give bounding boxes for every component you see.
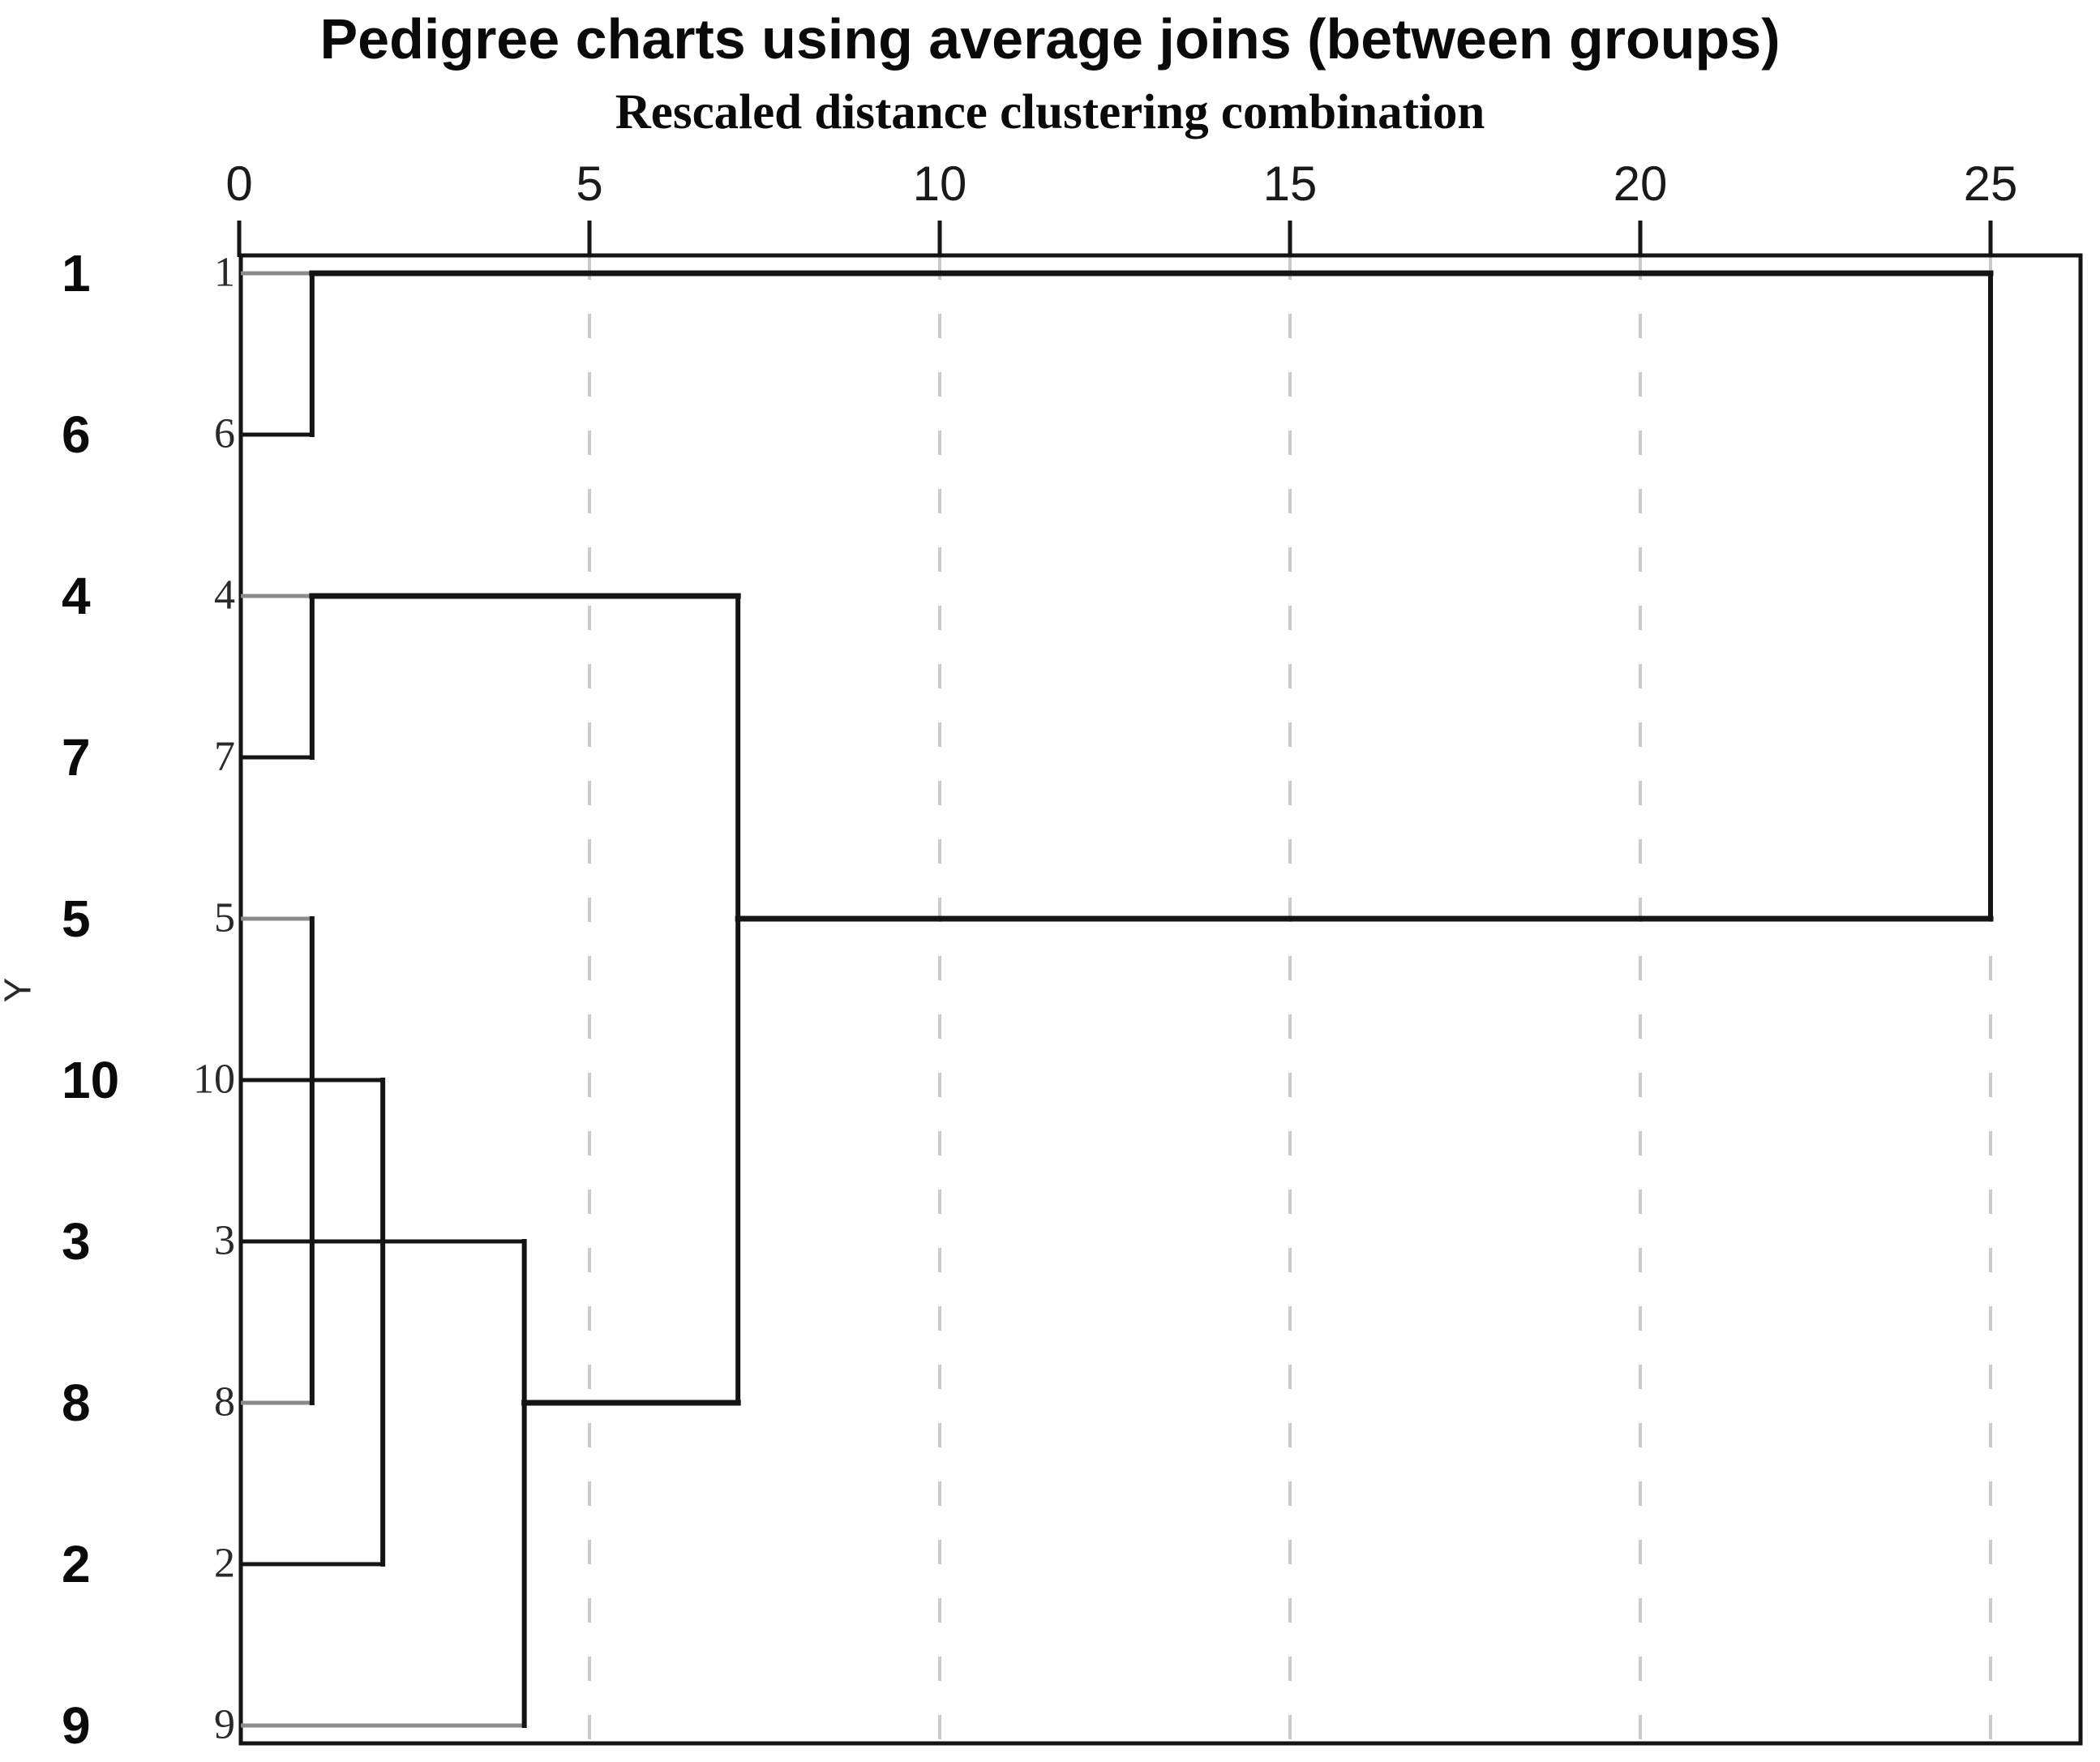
- case-label-outer: 1: [62, 244, 91, 302]
- chart-title: Pedigree charts using average joins (bet…: [319, 7, 1781, 71]
- x-axis-title: Rescaled distance clustering combination: [615, 85, 1485, 139]
- case-label-inner: 4: [214, 572, 235, 619]
- case-label-outer: 2: [62, 1535, 91, 1593]
- case-label-outer: 3: [62, 1212, 91, 1271]
- case-label-outer: 10: [62, 1051, 120, 1109]
- case-label-inner: 6: [214, 410, 235, 457]
- case-label-outer: 8: [62, 1374, 91, 1432]
- x-axis-tick-label: 10: [912, 156, 967, 211]
- x-axis-tick-label: 20: [1613, 156, 1668, 211]
- case-label-inner: 1: [214, 249, 235, 296]
- case-label-inner: 9: [214, 1701, 235, 1748]
- case-label-outer: 7: [62, 728, 91, 787]
- case-label-outer: 6: [62, 405, 91, 464]
- case-label-inner: 5: [214, 894, 235, 941]
- plot-frame: [238, 253, 2083, 1746]
- case-label-outer: 5: [62, 890, 91, 948]
- x-axis-tick-label: 5: [576, 156, 603, 211]
- x-axis-tick-label: 25: [1963, 156, 2018, 211]
- case-label-outer: 4: [62, 567, 91, 625]
- case-label-inner: 8: [214, 1378, 235, 1425]
- case-label-inner: 3: [214, 1217, 235, 1264]
- case-label-outer: 9: [62, 1696, 91, 1755]
- x-axis-tick-label: 0: [225, 156, 253, 211]
- case-label-inner: 2: [214, 1540, 235, 1587]
- case-label-inner: 10: [193, 1056, 235, 1103]
- x-axis-tick-label: 15: [1262, 156, 1318, 211]
- case-label-inner: 7: [214, 733, 235, 780]
